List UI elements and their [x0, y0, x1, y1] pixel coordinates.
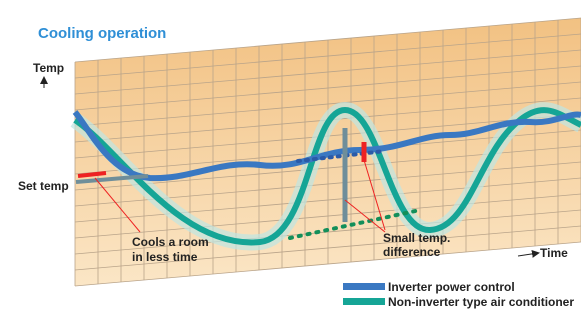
small-diff: difference — [383, 245, 441, 259]
cools: Cools a room — [132, 235, 209, 249]
diagram: Cooling operation Temp Set temp Cools a … — [0, 0, 581, 314]
y-label: Temp — [33, 61, 64, 75]
legend-swatch — [343, 283, 385, 290]
small-diff: Small temp. — [383, 231, 450, 245]
title: Cooling operation — [38, 25, 166, 42]
x-label: Time — [540, 246, 568, 260]
set-temp: Set temp — [18, 179, 69, 193]
cools: in less time — [132, 250, 198, 264]
legend-swatch — [343, 298, 385, 305]
legend-label: Non-inverter type air conditioner — [388, 295, 574, 309]
x-arrow — [518, 253, 538, 256]
legend-label: Inverter power control — [388, 280, 515, 294]
